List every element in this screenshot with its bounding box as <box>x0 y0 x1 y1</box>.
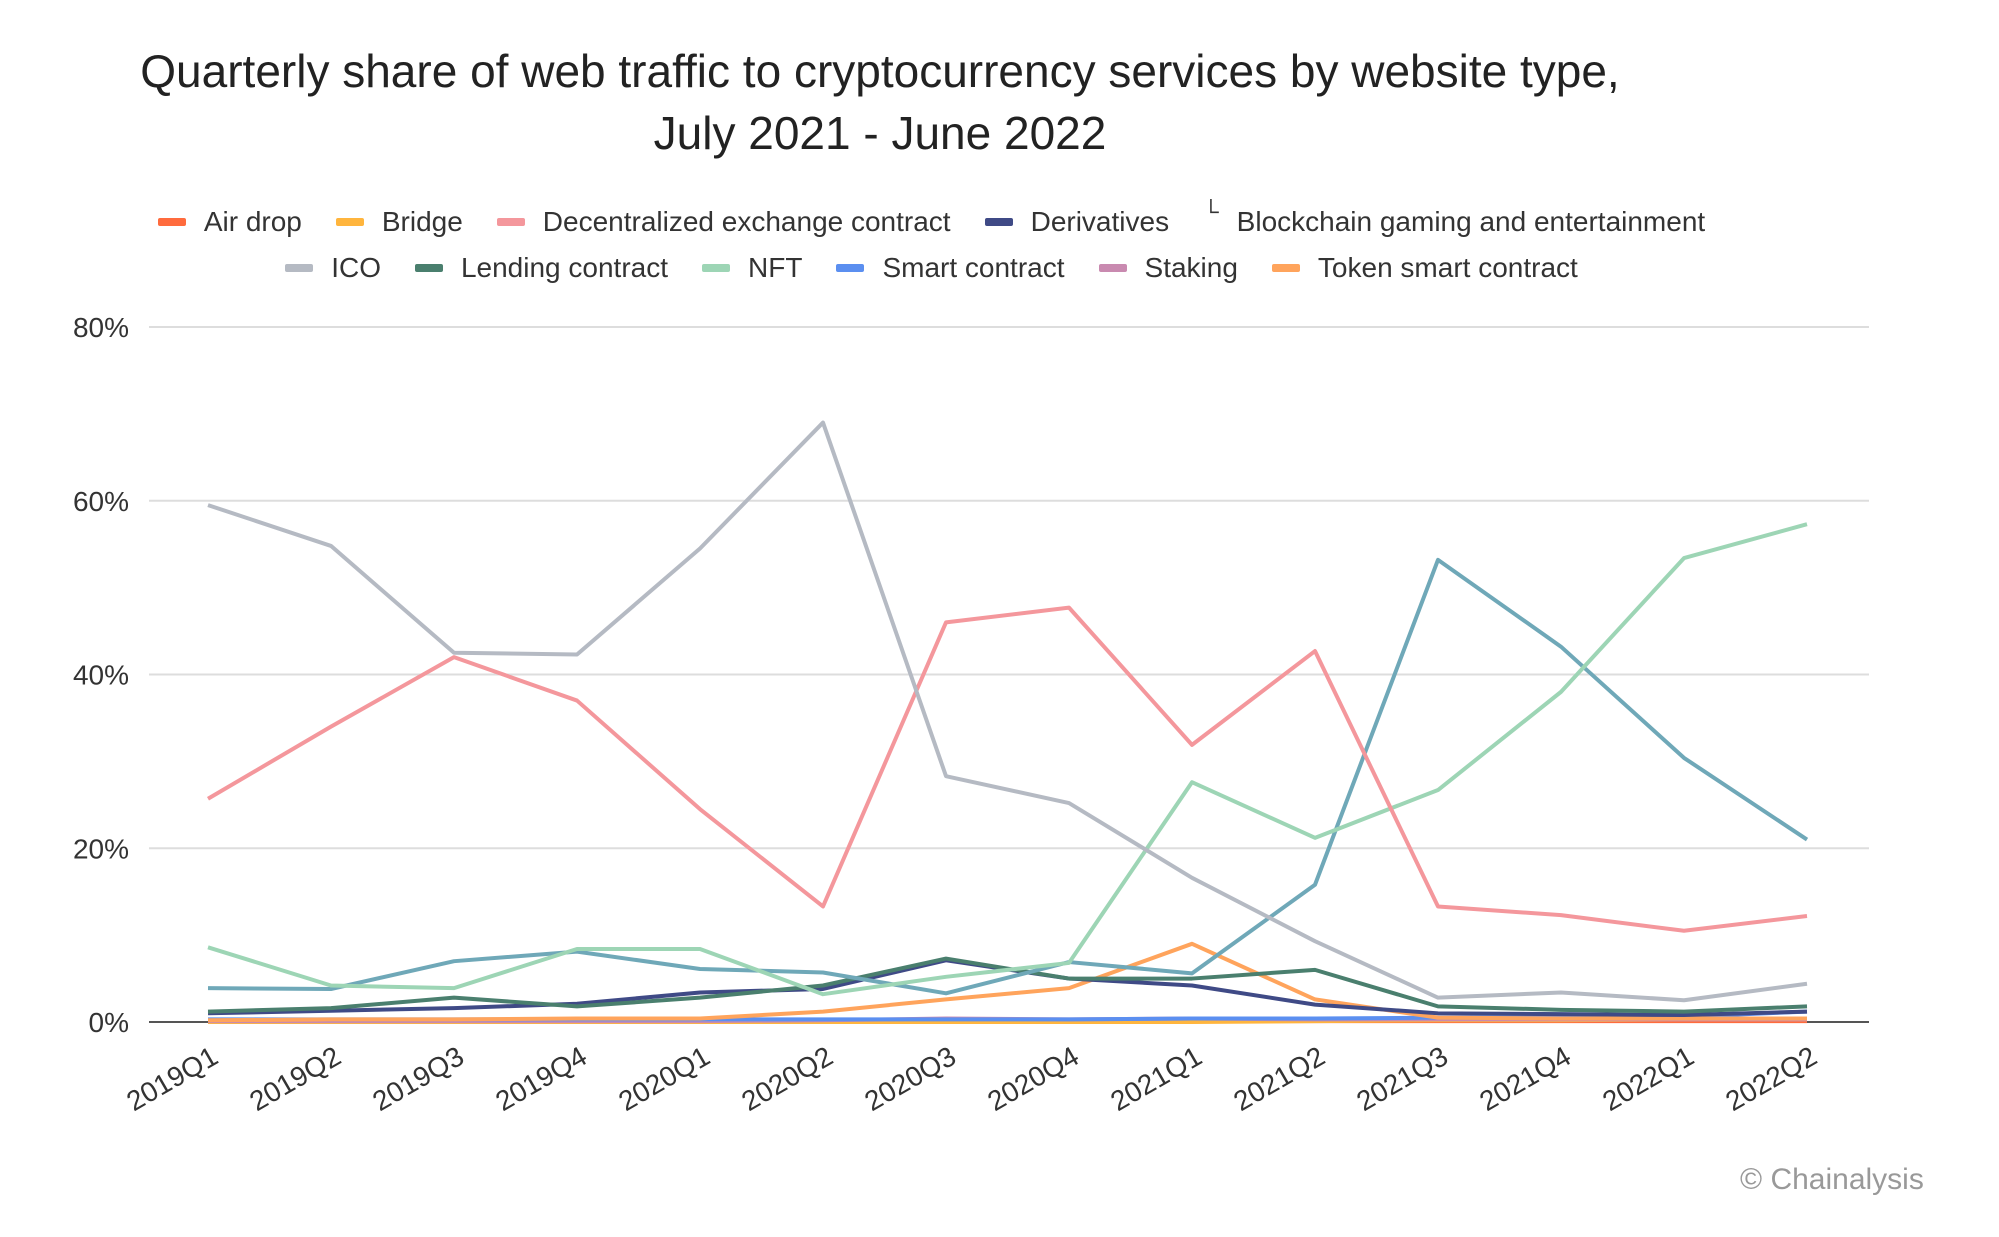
legend-swatch <box>157 218 186 226</box>
x-tick-label: 2020Q4 <box>982 1040 1084 1117</box>
chart-title: Quarterly share of web traffic to crypto… <box>140 45 1620 97</box>
legend-label: Token smart contract <box>1317 252 1578 283</box>
legend-label: Smart contract <box>882 252 1065 283</box>
legend-swatch <box>414 264 443 272</box>
y-tick-label: 60% <box>73 486 129 517</box>
chart-subtitle: July 2021 - June 2022 <box>653 107 1107 159</box>
series-line-decentralized-exchange-contract <box>206 605 1808 933</box>
y-tick-label: 0% <box>89 1007 129 1038</box>
series-line-token-smart-contract <box>207 941 1807 1023</box>
y-tick-label: 20% <box>73 833 129 864</box>
legend-item: Derivatives <box>984 206 1170 238</box>
legend-swatch <box>1098 264 1127 272</box>
legend-item: Smart contract <box>836 252 1065 284</box>
x-tick-label: 2021Q3 <box>1351 1040 1453 1117</box>
x-tick-label: 2022Q1 <box>1597 1040 1699 1117</box>
legend-swatch <box>702 264 731 272</box>
legend-swatch <box>836 264 865 272</box>
legend-item: Staking <box>1098 252 1238 284</box>
chainalysis-credit: © Chainalysis <box>1740 1163 1924 1196</box>
x-tick-label: 2019Q3 <box>367 1040 469 1117</box>
legend-item: Decentralized exchange contract <box>496 206 951 238</box>
legend-item: Lending contract <box>414 252 669 284</box>
series-line-blockchain-gaming-and-entertainment <box>207 557 1809 996</box>
series-line-ico <box>207 420 1808 1003</box>
series-line-lending-contract <box>207 956 1808 1014</box>
x-tick-label: 2019Q4 <box>490 1040 592 1117</box>
legend-swatch <box>335 218 364 226</box>
x-tick-label: 2020Q1 <box>613 1040 715 1117</box>
legend-row-1: Air drop Bridge Decentralized exchange con… <box>0 199 1931 238</box>
legend-swatch <box>496 218 525 226</box>
legend-item: NFT <box>702 252 802 284</box>
legend-item: └ Blockchain gaming and entertainment <box>1203 199 1706 238</box>
x-tick-label: 2020Q3 <box>859 1040 961 1117</box>
legend-label: Bridge <box>381 206 463 237</box>
legend-row-2: ICO Lending contract NFT Smart contract Stak… <box>0 252 1931 284</box>
legend-label: Derivatives <box>1030 206 1170 237</box>
legend-swatch <box>984 218 1013 226</box>
legend-label: Decentralized exchange contract <box>542 206 951 237</box>
x-tick-label: 2022Q2 <box>1720 1040 1822 1117</box>
series-line-nft <box>207 522 1808 997</box>
legend-label: Lending contract <box>460 252 669 283</box>
legend-swatch <box>1271 264 1300 272</box>
legend-label: Staking <box>1144 252 1238 283</box>
legend-label: ICO <box>331 252 381 283</box>
legend-item: Token smart contract <box>1271 252 1578 284</box>
y-tick-label: 80% <box>73 312 129 343</box>
x-tick-label: 2020Q2 <box>736 1040 838 1117</box>
legend-label: Air drop <box>203 206 302 237</box>
x-tick-label: 2021Q4 <box>1474 1040 1576 1117</box>
x-tick-label: 2019Q2 <box>244 1040 346 1117</box>
legend-label: Blockchain gaming and entertainment <box>1236 206 1706 237</box>
x-tick-label: 2021Q2 <box>1228 1040 1330 1117</box>
legend-label: NFT <box>748 252 803 283</box>
x-tick-label: 2021Q1 <box>1105 1040 1207 1117</box>
x-tick-label: 2019Q1 <box>121 1040 223 1117</box>
legend-swatch <box>285 264 314 272</box>
legend-item: ICO <box>285 252 381 284</box>
legend-item: Air drop <box>157 206 302 238</box>
legend-item: Bridge <box>335 206 463 238</box>
y-tick-label: 40% <box>73 660 129 691</box>
legend-marker-icon: └ <box>1203 199 1219 224</box>
